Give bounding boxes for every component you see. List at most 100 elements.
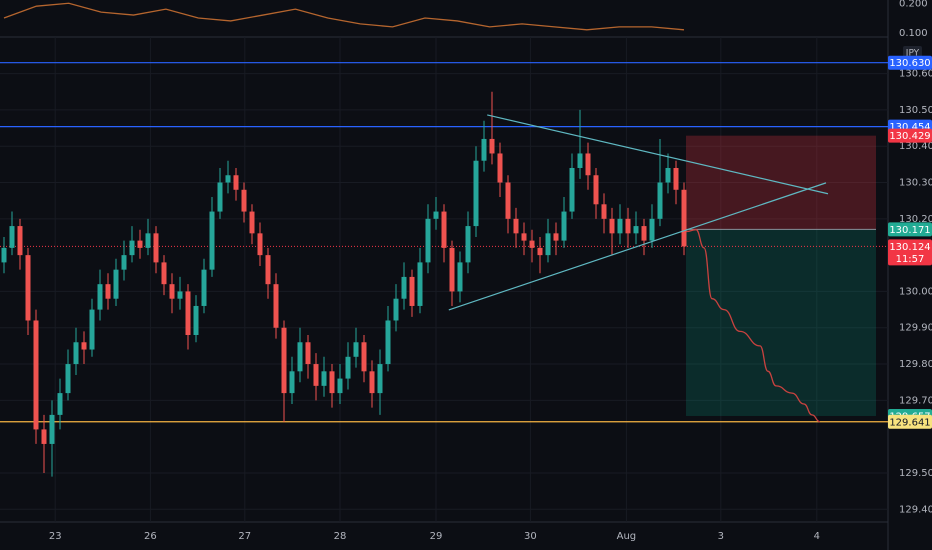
candle-body [545, 233, 551, 256]
trendline [448, 182, 827, 311]
candle-body [513, 218, 519, 234]
trendline [487, 114, 829, 195]
candle-body [225, 175, 231, 183]
candle-body [65, 364, 71, 394]
candle-body [593, 175, 599, 205]
candle-body [649, 218, 655, 241]
candle-body [401, 276, 407, 299]
candle-body [209, 211, 215, 270]
indicator-line [3, 2, 685, 31]
x-tick-label: 29 [430, 531, 443, 542]
candle-body [17, 226, 23, 256]
candle-body [449, 247, 455, 292]
price-badge [888, 222, 932, 237]
candle-body [537, 247, 543, 256]
candle-body [489, 138, 495, 154]
candle-body [137, 240, 143, 248]
y-tick-label: 130.300 [899, 178, 932, 189]
current-price-label: 130.124 [889, 242, 930, 253]
candle-body [73, 342, 79, 365]
candle-body [601, 204, 607, 219]
candle-body [49, 414, 55, 444]
candle-body [665, 167, 671, 183]
candle-body [129, 240, 135, 256]
candle-body [465, 226, 471, 263]
candle-body [681, 189, 687, 247]
candle-body [345, 356, 351, 379]
candle-body [201, 269, 207, 306]
candle-body [633, 226, 639, 234]
candle-body [337, 378, 343, 394]
candle-body [497, 153, 503, 183]
candle-body [313, 364, 319, 386]
current-price-badge [888, 239, 932, 266]
candle-body [81, 342, 87, 350]
candle-body [377, 364, 383, 394]
candle-body [177, 291, 183, 299]
candle-body [97, 284, 103, 310]
candle-body [57, 393, 63, 415]
price-badge-label: 130.454 [889, 122, 930, 133]
price-badge-label: 130.630 [889, 58, 930, 69]
y-tick-label: 130.000 [899, 286, 932, 297]
y-tick-label: 130.600 [899, 69, 932, 80]
x-tick-label: 30 [524, 531, 537, 542]
candle-body [233, 175, 239, 190]
y-tick-label: 130.200 [899, 214, 932, 225]
candle-body [369, 371, 375, 394]
y-tick-label: 130.500 [899, 105, 932, 116]
candle-body [625, 218, 631, 234]
countdown-label: 11:57 [896, 254, 925, 265]
y-tick-label: 129.400 [899, 504, 932, 515]
candle-body [385, 320, 391, 365]
candle-body [561, 211, 567, 241]
price-badge [888, 128, 932, 143]
x-tick-label: 23 [49, 531, 62, 542]
candle-body [1, 247, 7, 263]
price-badge-label: 130.429 [889, 131, 930, 142]
candle-body [305, 342, 311, 365]
candle-body [609, 218, 615, 234]
candle-body [273, 284, 279, 328]
candle-body [297, 342, 303, 372]
candle-body [353, 342, 359, 357]
candle-body [553, 233, 559, 241]
candle-body [281, 327, 287, 394]
x-tick-label: 3 [718, 531, 724, 542]
candle-body [153, 233, 159, 263]
candle-body [241, 189, 247, 212]
candle-body [193, 305, 199, 336]
candle-body [25, 255, 31, 321]
candle-body [185, 291, 191, 336]
currency-label: JPY [905, 49, 920, 59]
indicator-tick-label: 0.200 [899, 0, 928, 9]
candle-body [121, 255, 127, 270]
candle-body [249, 211, 255, 234]
candle-body [569, 167, 575, 212]
price-badge-label: 129.641 [889, 417, 930, 428]
candle-body [505, 182, 511, 219]
candle-body [265, 255, 271, 285]
y-tick-label: 129.700 [899, 395, 932, 406]
indicator-tick-label: 0.100 [899, 28, 928, 39]
candle-body [329, 371, 335, 394]
candle-body [289, 371, 295, 394]
projection-curve [686, 229, 821, 423]
candle-body [473, 160, 479, 227]
x-tick-label: 27 [238, 531, 251, 542]
candle-body [481, 138, 487, 161]
candle-body [217, 182, 223, 212]
y-tick-label: 129.900 [899, 323, 932, 334]
candle-body [9, 226, 15, 248]
candle-body [657, 182, 663, 219]
candle-body [529, 240, 535, 248]
candle-body [161, 262, 167, 285]
candle-body [673, 167, 679, 190]
candle-body [393, 298, 399, 321]
candle-body [417, 262, 423, 306]
candle-body [617, 218, 623, 234]
candle-body [425, 218, 431, 263]
candle-body [257, 233, 263, 256]
